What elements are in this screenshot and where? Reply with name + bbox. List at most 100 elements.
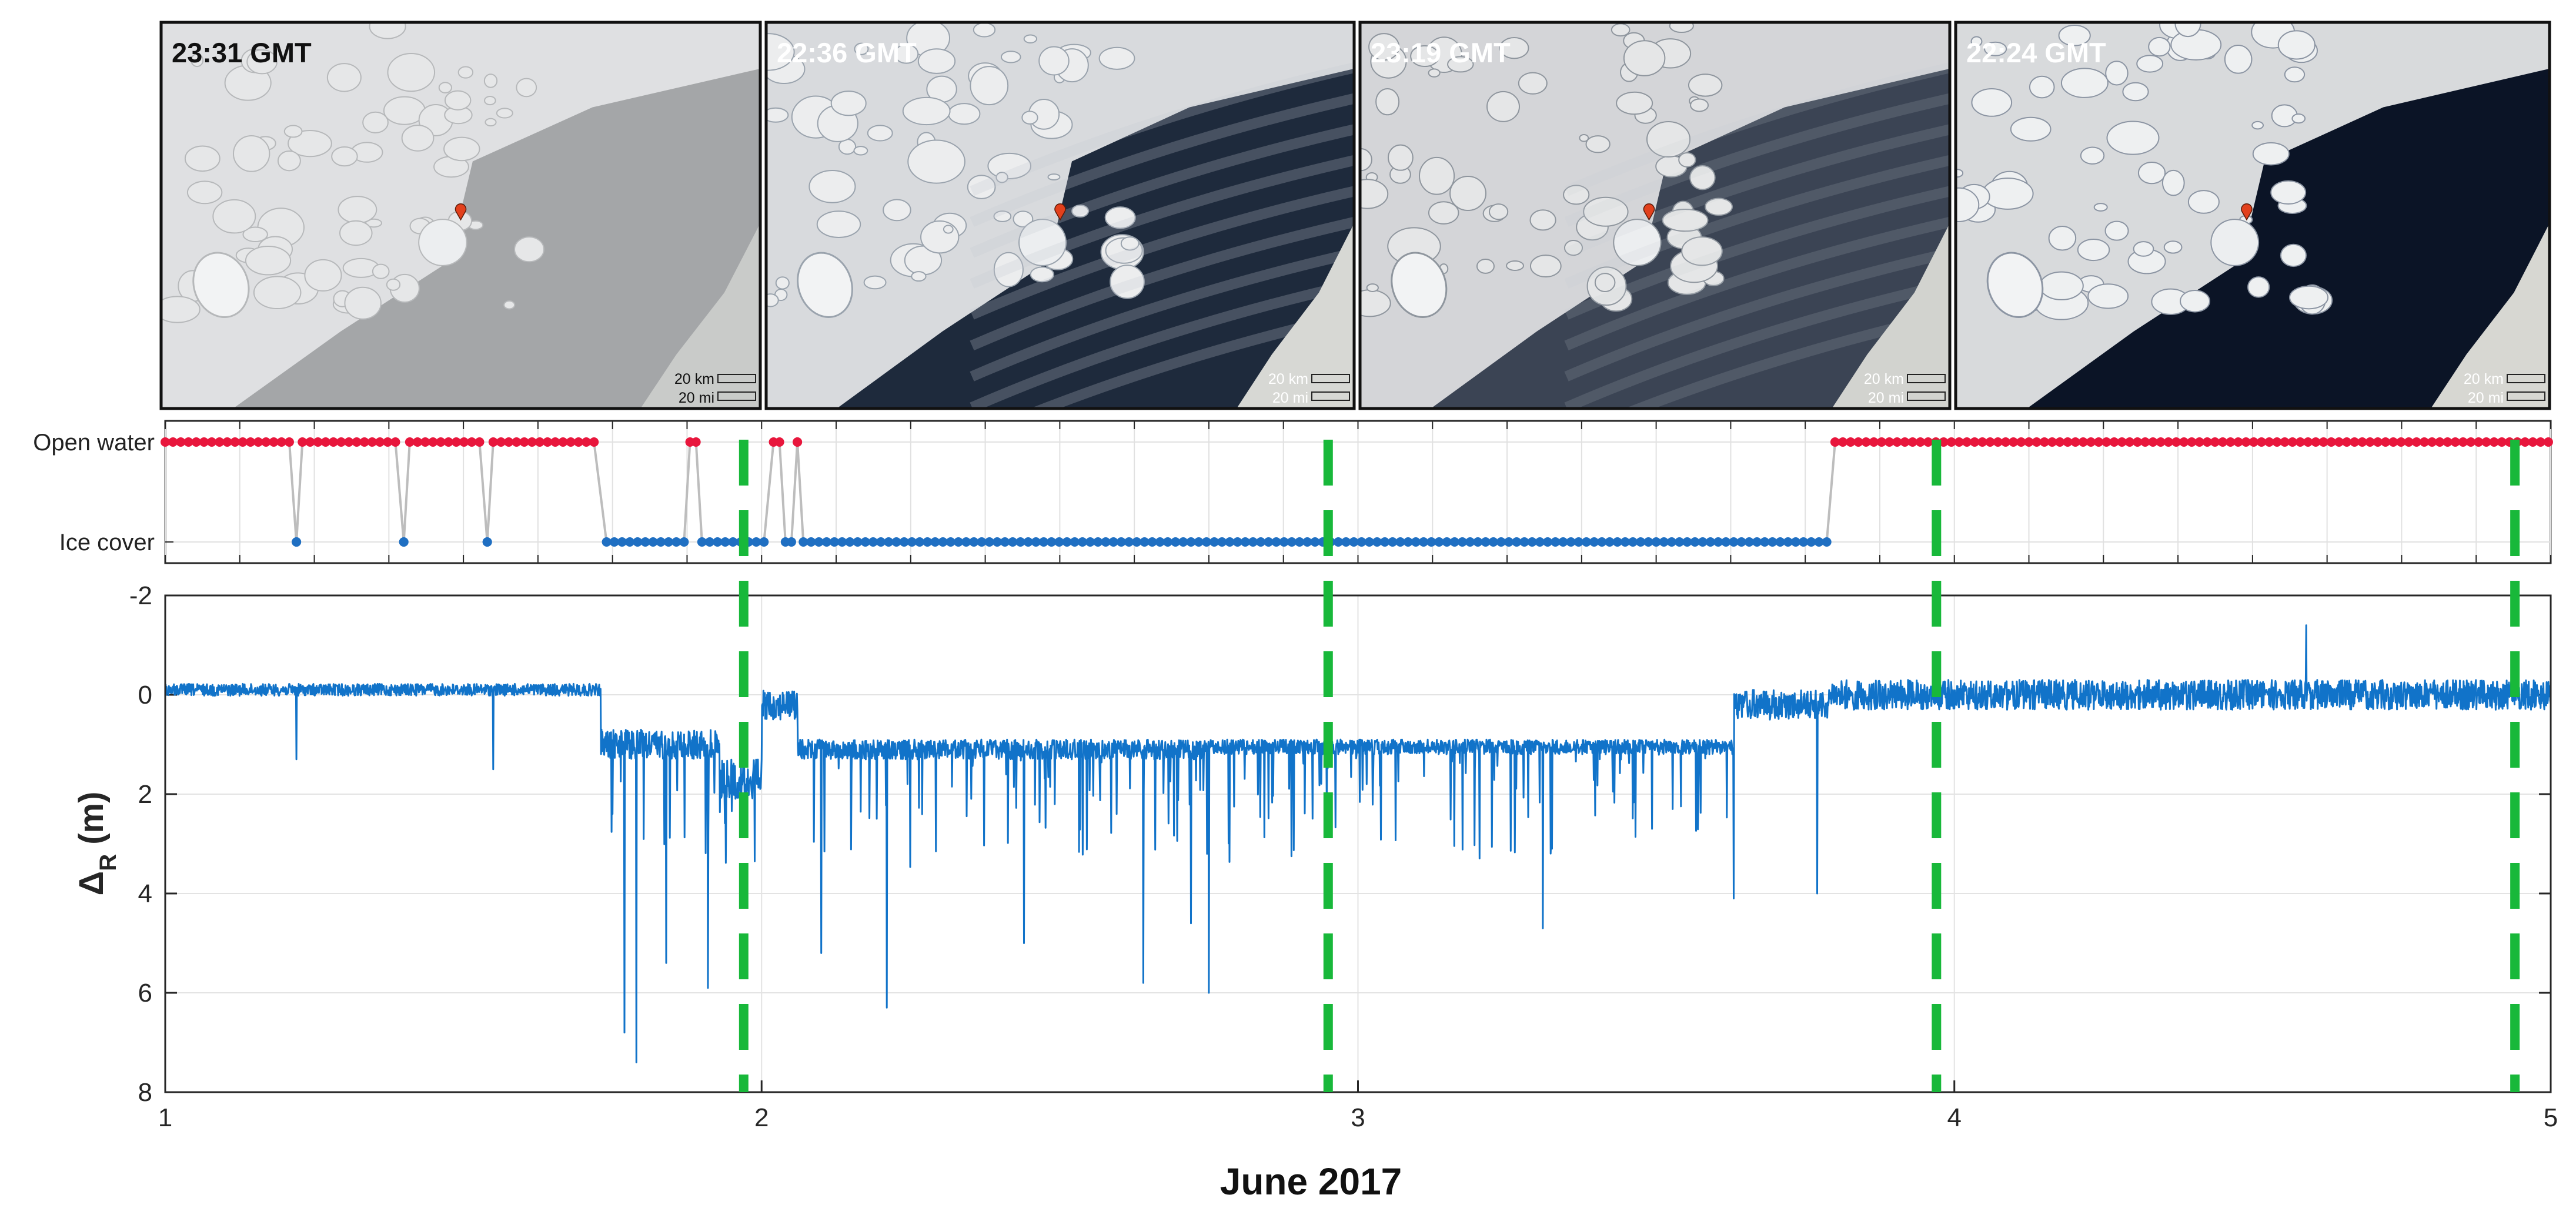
open-water-point	[2024, 437, 2034, 447]
ice-floe	[766, 107, 789, 123]
ice-floe	[854, 42, 869, 55]
ice-cover-point	[1822, 537, 1832, 547]
ice-cover-point	[1543, 537, 1553, 547]
ice-cover-point	[1806, 537, 1816, 547]
ice-floe	[970, 66, 1009, 106]
state-chart: Open water Ice cover	[33, 420, 2553, 564]
location-pin-icon	[2241, 203, 2253, 221]
ice-floe	[883, 199, 911, 222]
event-markers	[739, 440, 2520, 1092]
coastline	[2431, 223, 2550, 409]
ice-cover-point	[798, 537, 808, 547]
freeboard-series-line	[164, 624, 2552, 1063]
scale-mi-label: 20 mi	[1272, 390, 1308, 406]
open-water-point	[2381, 437, 2391, 447]
ice-cover-point	[1085, 537, 1095, 547]
open-water-point	[2257, 437, 2267, 447]
open-water-point	[2311, 437, 2321, 447]
open-water-point	[2148, 437, 2158, 447]
y-tick-label: 2	[138, 780, 152, 809]
ice-floe	[1410, 45, 1440, 68]
open-water-point	[582, 437, 592, 447]
open-water-point	[2419, 437, 2429, 447]
ice-floe	[766, 33, 795, 71]
ice-cover-point	[1015, 537, 1025, 547]
ice-floe	[387, 52, 436, 92]
open-water-point	[2474, 437, 2484, 447]
ice-cover-point	[845, 537, 855, 547]
open-water-point	[2248, 437, 2258, 447]
open-water-point	[2226, 437, 2236, 447]
ice-cover-point	[1372, 537, 1382, 547]
ice-floe	[485, 118, 497, 127]
ice-cover-point	[1581, 537, 1591, 547]
ice-cover-point	[1047, 537, 1057, 547]
ice-floe	[253, 276, 302, 310]
satellite-image-4: 22:24 GMT 20 km 20 mi	[1954, 21, 2551, 410]
ice-floe	[372, 263, 390, 279]
ice-floe	[863, 275, 887, 290]
ice-cover-point	[1504, 537, 1514, 547]
open-water-point	[2450, 437, 2460, 447]
open-water-point	[344, 437, 354, 447]
ice-floe	[816, 210, 861, 238]
open-water-point	[2388, 437, 2398, 447]
ice-cover-point	[399, 537, 409, 547]
ice-floe	[907, 139, 965, 184]
ice-cover-point	[1589, 537, 1599, 547]
open-water-point	[2202, 437, 2212, 447]
ice-cover-point	[1721, 537, 1731, 547]
ice-floe	[2080, 146, 2105, 165]
open-water-point	[436, 437, 446, 447]
capture-time: 22:36 GMT	[777, 37, 917, 68]
cloud-streak	[970, 155, 1354, 289]
ice-cover-point	[821, 537, 831, 547]
open-water-point	[2171, 437, 2181, 447]
ice-cover-point	[1217, 537, 1227, 547]
ice-floe	[1689, 165, 1716, 190]
ice-cover-point	[1736, 537, 1746, 547]
open-water-point	[2481, 437, 2491, 447]
ice-cover-point	[1752, 537, 1762, 547]
ice-floe	[2180, 290, 2210, 313]
satellite-image-3: 23:19 GMT 20 km 20 mi	[1358, 21, 1952, 410]
open-water-point	[2032, 437, 2042, 447]
ice-floe	[1418, 156, 1455, 195]
open-water-point	[183, 437, 193, 447]
ice-floe	[1970, 36, 1983, 47]
ice-floe	[1476, 259, 1495, 274]
ice-cover-point	[617, 537, 627, 547]
ice-cover-point	[1426, 537, 1436, 547]
open-water-point	[2280, 437, 2290, 447]
cloud-streak	[1564, 124, 1950, 258]
ice-floe	[920, 220, 960, 254]
open-water-point	[269, 437, 279, 447]
ice-floe	[902, 96, 951, 126]
open-water-point	[390, 437, 400, 447]
cloud-streak	[1564, 62, 1950, 196]
open-water-point	[1946, 437, 1956, 447]
ice-cover-point	[1194, 537, 1204, 547]
open-water-point	[298, 437, 308, 447]
open-water-point	[2296, 437, 2306, 447]
ice-floe	[2289, 285, 2329, 310]
open-water-point	[383, 437, 393, 447]
capture-time: 23:31 GMT	[172, 37, 312, 68]
ice-cover-point	[1178, 537, 1188, 547]
open-water-point	[2009, 437, 2019, 447]
ice-floe	[995, 172, 1008, 183]
open-water-point	[1869, 437, 1879, 447]
ice-floe	[1623, 40, 1666, 76]
open-water-point	[534, 437, 544, 447]
ice-cover-point	[697, 537, 707, 547]
ice-floe	[2252, 142, 2290, 166]
open-water-point	[336, 437, 346, 447]
scale-bar	[1907, 374, 1946, 383]
open-water-point	[2109, 437, 2119, 447]
open-water-point	[2489, 437, 2499, 447]
ice-floe	[1047, 173, 1061, 181]
ice-cover-point	[891, 537, 901, 547]
open-water-point	[2543, 437, 2553, 447]
ice-cover-point	[930, 537, 940, 547]
open-water-point	[1892, 437, 1902, 447]
